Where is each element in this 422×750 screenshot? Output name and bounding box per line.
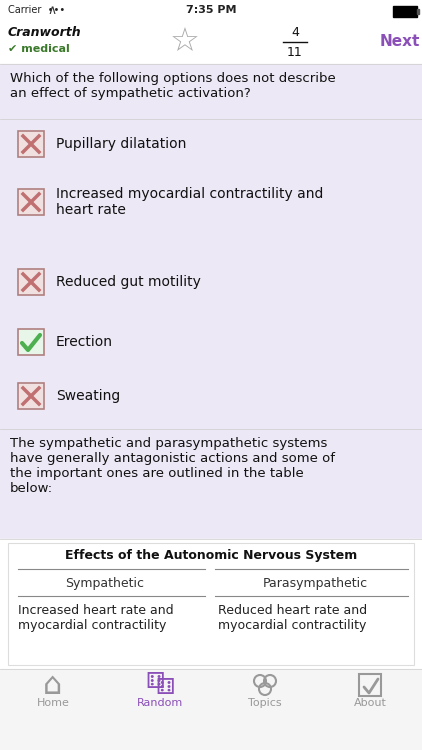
Bar <box>0 539 422 669</box>
Text: ✔ medical: ✔ medical <box>8 44 70 54</box>
Text: Reduced gut motility: Reduced gut motility <box>56 275 201 289</box>
Text: Increased myocardial contractility and
heart rate: Increased myocardial contractility and h… <box>56 187 323 217</box>
Text: ⚅: ⚅ <box>145 672 165 692</box>
Text: About: About <box>354 698 387 708</box>
Bar <box>0 119 422 429</box>
Text: 7:35 PM: 7:35 PM <box>186 5 236 15</box>
Text: Effects of the Autonomic Nervous System: Effects of the Autonomic Nervous System <box>65 548 357 562</box>
FancyBboxPatch shape <box>18 329 44 355</box>
Text: Which of the following options does not describe
an effect of sympathetic activa: Which of the following options does not … <box>10 72 336 100</box>
Text: ☆: ☆ <box>170 26 200 58</box>
Bar <box>0 0 422 20</box>
Bar <box>0 429 422 539</box>
Text: Erection: Erection <box>56 335 113 349</box>
Bar <box>0 64 422 119</box>
Text: ⚅: ⚅ <box>155 678 175 698</box>
Text: Pupillary dilatation: Pupillary dilatation <box>56 137 187 151</box>
Text: ∧: ∧ <box>47 4 57 16</box>
Text: Topics: Topics <box>248 698 282 708</box>
FancyBboxPatch shape <box>18 269 44 295</box>
Text: The sympathetic and parasympathetic systems
have generally antagonistic actions : The sympathetic and parasympathetic syst… <box>10 437 335 495</box>
Bar <box>8 543 414 665</box>
FancyBboxPatch shape <box>18 131 44 157</box>
Text: Reduced heart rate and
myocardial contractility: Reduced heart rate and myocardial contra… <box>218 604 367 632</box>
Text: Home: Home <box>37 698 70 708</box>
Text: Sweating: Sweating <box>56 389 120 403</box>
Text: 11: 11 <box>287 46 303 58</box>
Bar <box>417 9 419 14</box>
Bar <box>393 6 417 17</box>
FancyBboxPatch shape <box>18 383 44 409</box>
Bar <box>0 20 422 64</box>
Text: Sympathetic: Sympathetic <box>65 578 144 590</box>
FancyBboxPatch shape <box>18 189 44 215</box>
Bar <box>0 669 422 750</box>
Text: Cranworth: Cranworth <box>8 26 81 40</box>
Text: Random: Random <box>137 698 183 708</box>
Text: Next: Next <box>380 34 420 50</box>
Text: ⌂: ⌂ <box>43 670 63 700</box>
Text: Carrier  •••: Carrier ••• <box>8 5 65 15</box>
Text: Increased heart rate and
myocardial contractility: Increased heart rate and myocardial cont… <box>18 604 173 632</box>
Text: 4: 4 <box>291 26 299 38</box>
Text: Parasympathetic: Parasympathetic <box>262 578 368 590</box>
